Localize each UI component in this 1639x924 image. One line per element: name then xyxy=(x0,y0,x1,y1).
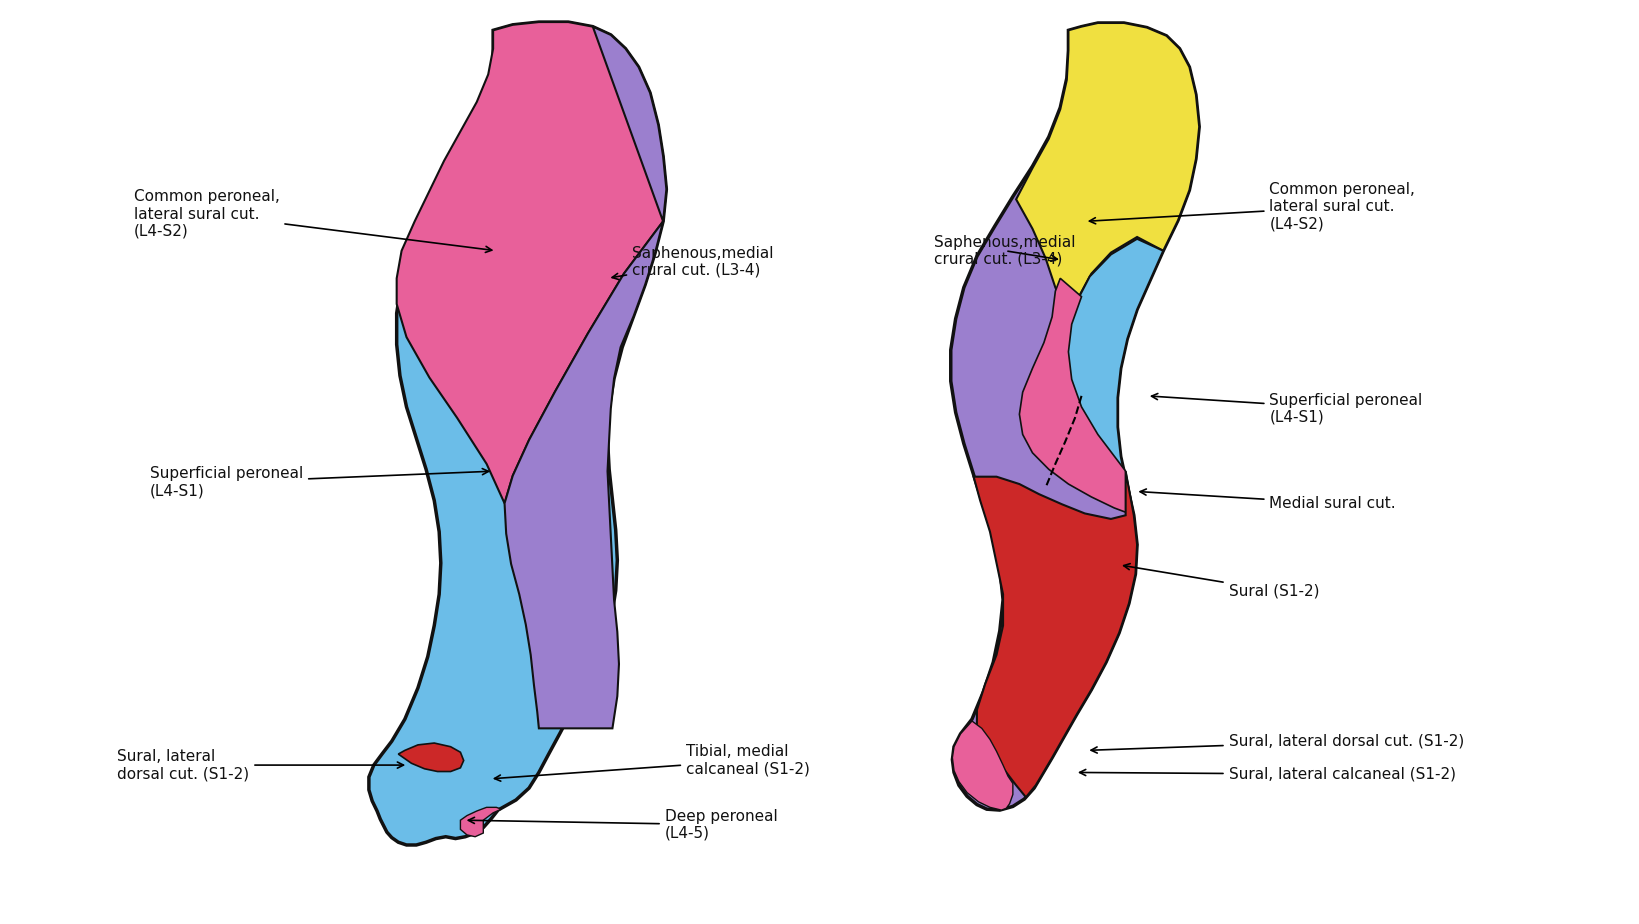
Polygon shape xyxy=(461,808,502,837)
Polygon shape xyxy=(974,471,1136,797)
Text: Common peroneal,
lateral sural cut.
(L4-S2): Common peroneal, lateral sural cut. (L4-… xyxy=(133,189,492,252)
Text: Sural, lateral calcaneal (S1-2): Sural, lateral calcaneal (S1-2) xyxy=(1078,767,1455,782)
Text: Sural, lateral dorsal cut. (S1-2): Sural, lateral dorsal cut. (S1-2) xyxy=(1090,734,1464,753)
Polygon shape xyxy=(1016,23,1198,315)
Text: Sural, lateral
dorsal cut. (S1-2): Sural, lateral dorsal cut. (S1-2) xyxy=(116,748,403,782)
Text: Common peroneal,
lateral sural cut.
(L4-S2): Common peroneal, lateral sural cut. (L4-… xyxy=(1088,182,1414,232)
Polygon shape xyxy=(1060,238,1162,480)
Polygon shape xyxy=(505,27,665,728)
Text: Saphenous,medial
crural cut. (L3-4): Saphenous,medial crural cut. (L3-4) xyxy=(934,235,1075,267)
Text: Sural (S1-2): Sural (S1-2) xyxy=(1123,564,1318,598)
Text: Saphenous,medial
crural cut. (L3-4): Saphenous,medial crural cut. (L3-4) xyxy=(611,246,774,279)
Polygon shape xyxy=(369,22,665,845)
Polygon shape xyxy=(1019,278,1133,516)
Polygon shape xyxy=(951,23,1198,810)
Polygon shape xyxy=(397,22,665,504)
Text: Superficial peroneal
(L4-S1): Superficial peroneal (L4-S1) xyxy=(1151,393,1423,425)
Text: Medial sural cut.: Medial sural cut. xyxy=(1139,489,1395,511)
Text: Tibial, medial
calcaneal (S1-2): Tibial, medial calcaneal (S1-2) xyxy=(495,745,810,781)
Polygon shape xyxy=(952,721,1013,810)
Text: Deep peroneal
(L4-5): Deep peroneal (L4-5) xyxy=(469,808,777,841)
Polygon shape xyxy=(398,743,464,772)
Text: Superficial peroneal
(L4-S1): Superficial peroneal (L4-S1) xyxy=(149,466,488,498)
